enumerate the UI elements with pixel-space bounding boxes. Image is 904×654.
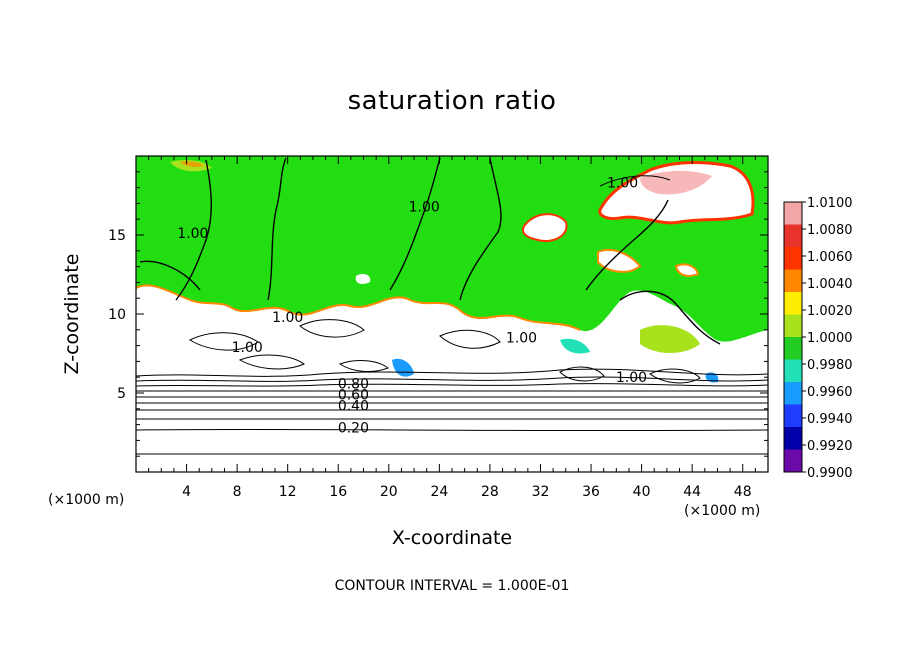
- colorbar-label: 0.9940: [807, 412, 853, 427]
- contour-label: 1.00: [232, 340, 263, 356]
- colorbar-label: 1.0060: [807, 250, 853, 265]
- x-tick-label: 32: [532, 484, 550, 500]
- colorbar-label: 0.9900: [807, 466, 853, 481]
- colorbar-swatch: [784, 202, 802, 225]
- x-tick-label: 28: [481, 484, 499, 500]
- contour-label: 1.00: [409, 199, 440, 215]
- y-tick-label: 10: [108, 307, 126, 323]
- chart-title: saturation ratio: [347, 86, 557, 116]
- x-tick-label: 20: [380, 484, 398, 500]
- y-tick-label: 5: [117, 386, 126, 402]
- y-axis-ticks: 5 10 15: [108, 171, 768, 457]
- colorbar-label: 1.0100: [807, 196, 853, 211]
- x-tick-label: 44: [683, 484, 701, 500]
- colorbar-swatch: [784, 427, 802, 450]
- colorbar-label: 1.0000: [807, 331, 853, 346]
- colorbar-label: 1.0080: [807, 223, 853, 238]
- colorbar-label: 0.9960: [807, 385, 853, 400]
- colorbar: 1.0100 1.0080 1.0060 1.0040 1.0020 1.0000 0.99…: [783, 196, 853, 481]
- x-axis-label: X-coordinate: [391, 527, 513, 549]
- contour-lines: [136, 157, 768, 455]
- x-tick-label: 48: [734, 484, 752, 500]
- colorbar-swatch: [784, 314, 802, 338]
- x-unit-label-left: (×1000 m): [48, 492, 125, 508]
- x-tick-label: 36: [582, 484, 600, 500]
- colorbar-swatch: [784, 224, 802, 248]
- colorbar-swatch: [784, 382, 802, 405]
- contour-label: 1.00: [177, 226, 208, 242]
- x-axis-ticks: 4 8 12 16 20 24 28 32 36 40 44 48: [148, 156, 756, 500]
- x-tick-label: 8: [233, 484, 242, 500]
- colorbar-swatch: [784, 292, 802, 315]
- contour-label: 0.80: [338, 376, 369, 392]
- saturation-field: [136, 156, 768, 472]
- x-tick-label: 16: [329, 484, 347, 500]
- y-tick-label: 15: [108, 228, 126, 244]
- colorbar-label: 1.0040: [807, 277, 853, 292]
- colorbar-label: 0.9920: [807, 439, 853, 454]
- contour-label: 1.00: [607, 176, 638, 192]
- contour-label: 0.40: [338, 398, 369, 414]
- subsaturated-region: [136, 285, 768, 472]
- colorbar-swatch: [784, 269, 802, 293]
- contour-label: 0.20: [338, 421, 369, 437]
- contour-label: 1.00: [506, 330, 537, 346]
- contour-label: 1.00: [272, 310, 303, 326]
- colorbar-swatch: [784, 359, 802, 383]
- x-tick-label: 40: [633, 484, 651, 500]
- contour-interval-label: CONTOUR INTERVAL = 1.000E-01: [334, 578, 570, 594]
- colorbar-swatch: [784, 449, 802, 473]
- contour-labels: 1.00 1.00 1.00 1.00 1.00 1.00 1.00 0.800.600.40…: [177, 176, 647, 437]
- x-tick-label: 24: [430, 484, 448, 500]
- contour-label: 1.00: [616, 370, 647, 386]
- contour-label: 0.60: [338, 387, 369, 403]
- colorbar-swatch: [784, 404, 802, 428]
- colorbar-swatch: [784, 337, 802, 360]
- x-tick-label: 4: [182, 484, 191, 500]
- colorbar-label: 1.0020: [807, 304, 853, 319]
- x-tick-label: 12: [279, 484, 297, 500]
- colorbar-swatch: [784, 247, 802, 270]
- x-unit-label-right: (×1000 m): [684, 503, 761, 519]
- colorbar-label: 0.9980: [807, 358, 853, 373]
